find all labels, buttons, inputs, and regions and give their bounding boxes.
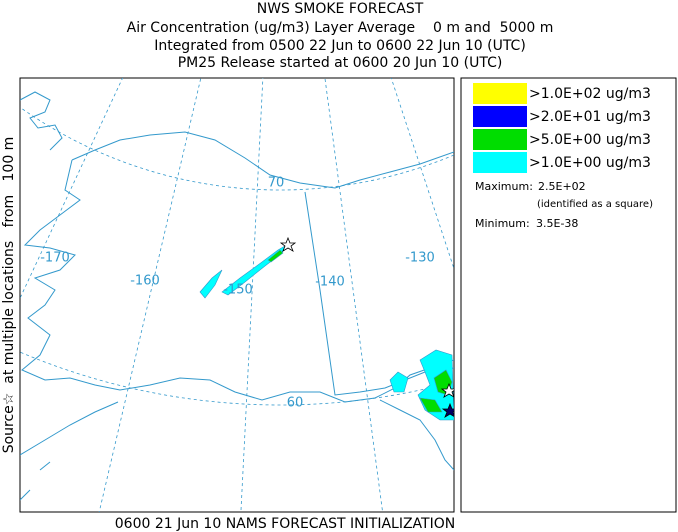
graticule [20,78,124,300]
map-label: -130 [405,251,435,266]
stat-label: Minimum: [475,217,530,230]
legend-swatch [473,152,527,173]
legend-label: >1.0E+00 ug/m3 [529,155,651,171]
map-label: -160 [130,274,160,289]
stat-value: 2.5E+02 [538,180,586,193]
map-label: 70 [268,176,285,191]
map-label: -140 [315,275,345,290]
coastline [20,401,119,501]
graticule [390,78,454,270]
stat-value: 3.5E-38 [536,217,578,230]
side-label: Source☆ at multiple locations from 100 m [1,137,17,454]
legend-label: >1.0E+02 ug/m3 [529,86,651,102]
coastline [20,91,454,189]
map-label: -170 [40,251,70,266]
smoke-plume [199,269,223,299]
map-frame [19,77,455,513]
legend-swatch [473,83,527,104]
title: NWS SMOKE FORECAST [257,1,424,17]
source-star [440,382,454,398]
subtitle: Integrated from 0500 22 Jun to 0600 22 J… [154,38,526,54]
subtitle: Air Concentration (ug/m3) Layer Average … [127,20,554,36]
legend-frame [460,77,677,513]
legend: >1.0E+02 ug/m3 >2.0E+01 ug/m3 >5.0E+00 ug/… [460,77,677,513]
footer: 0600 21 Jun 10 NAMS FORECAST INITIALIZAT… [115,516,455,532]
legend-label: >2.0E+01 ug/m3 [529,109,651,125]
legend-swatch [473,129,527,150]
map-label: -150 [223,283,253,298]
map-label: 60 [287,396,304,411]
stat-label: Maximum: [475,180,533,193]
smoke-plume [267,249,284,263]
graticule [324,78,384,512]
legend-label: >5.0E+00 ug/m3 [529,132,651,148]
source-star [279,236,297,252]
stat-note: (identified as a square) [537,199,653,210]
source-star [441,402,454,418]
smoke-plume [389,349,454,421]
coastline [21,159,454,403]
legend-swatch [473,106,527,127]
border [304,191,454,396]
subtitle: PM25 Release started at 0600 20 Jun 10 (… [178,55,503,71]
graticule [20,351,454,406]
